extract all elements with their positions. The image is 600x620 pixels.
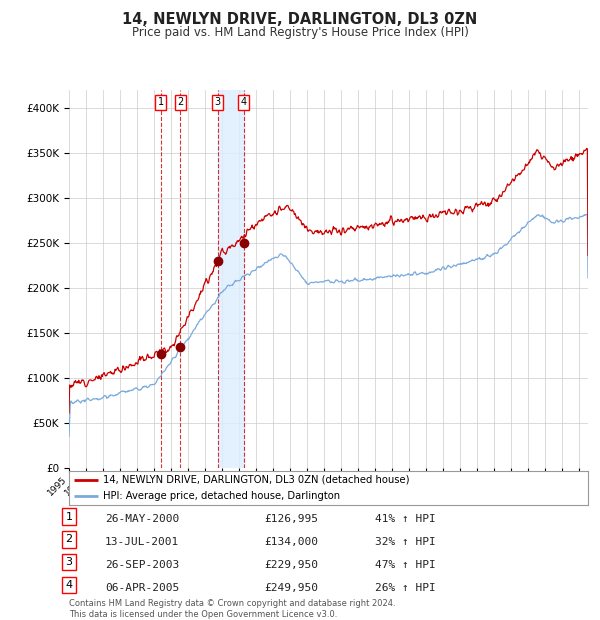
Text: 14, NEWLYN DRIVE, DARLINGTON, DL3 0ZN (detached house): 14, NEWLYN DRIVE, DARLINGTON, DL3 0ZN (d… [103,475,409,485]
Text: 32% ↑ HPI: 32% ↑ HPI [375,537,436,547]
Text: HPI: Average price, detached house, Darlington: HPI: Average price, detached house, Darl… [103,491,340,501]
Text: 1: 1 [158,97,164,107]
Text: 26% ↑ HPI: 26% ↑ HPI [375,583,436,593]
Text: 1: 1 [65,512,73,521]
Bar [218,90,244,468]
Text: £249,950: £249,950 [264,583,318,593]
Text: £134,000: £134,000 [264,537,318,547]
Text: 2: 2 [177,97,184,107]
Text: Contains HM Land Registry data © Crown copyright and database right 2024.
This d: Contains HM Land Registry data © Crown c… [69,600,395,619]
Text: 4: 4 [241,97,247,107]
Text: 26-MAY-2000: 26-MAY-2000 [105,514,179,524]
Text: Price paid vs. HM Land Registry's House Price Index (HPI): Price paid vs. HM Land Registry's House … [131,26,469,39]
Text: £126,995: £126,995 [264,514,318,524]
Text: 4: 4 [65,580,73,590]
Text: £229,950: £229,950 [264,560,318,570]
Text: 3: 3 [215,97,221,107]
Text: 14, NEWLYN DRIVE, DARLINGTON, DL3 0ZN: 14, NEWLYN DRIVE, DARLINGTON, DL3 0ZN [122,12,478,27]
Text: 41% ↑ HPI: 41% ↑ HPI [375,514,436,524]
Text: 2: 2 [65,534,73,544]
Text: 3: 3 [65,557,73,567]
Text: 06-APR-2005: 06-APR-2005 [105,583,179,593]
Text: 13-JUL-2001: 13-JUL-2001 [105,537,179,547]
Text: 47% ↑ HPI: 47% ↑ HPI [375,560,436,570]
Text: 26-SEP-2003: 26-SEP-2003 [105,560,179,570]
